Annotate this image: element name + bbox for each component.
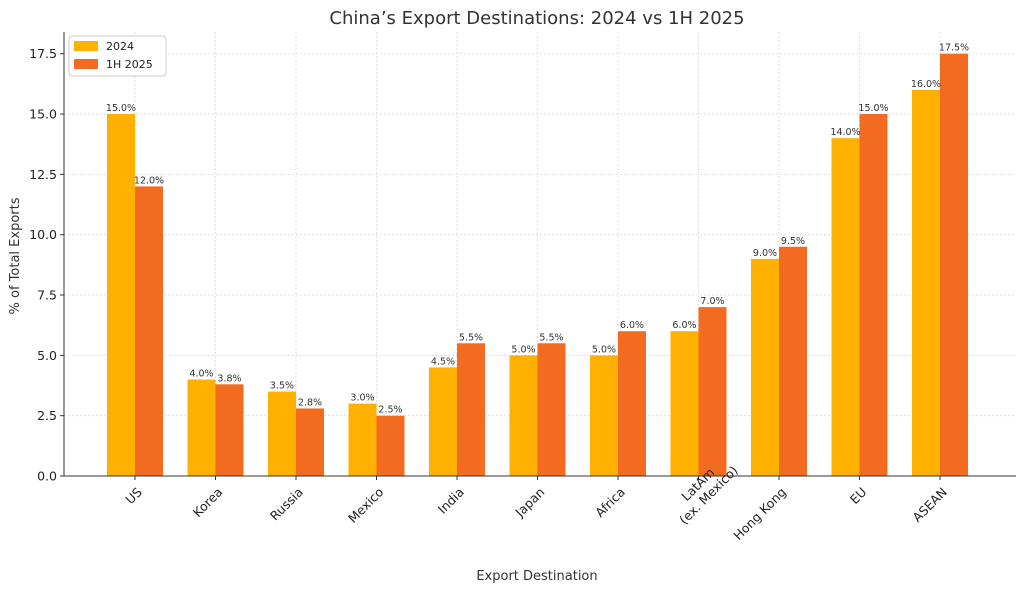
- data-label-0-4: 4.5%: [431, 356, 455, 367]
- data-label-1-3: 2.5%: [378, 405, 402, 416]
- data-label-1-2: 2.8%: [298, 397, 322, 408]
- legend-label-1: 1H 2025: [106, 58, 153, 71]
- bar-1-1: [215, 384, 244, 476]
- y-tick-label-0: 0.0: [37, 469, 57, 484]
- bar-0-6: [590, 355, 618, 476]
- bar-1-0: [135, 186, 163, 476]
- data-label-1-8: 9.5%: [781, 236, 805, 247]
- data-label-0-10: 16.0%: [911, 79, 941, 90]
- bar-0-1: [187, 379, 216, 476]
- data-label-0-5: 5.0%: [511, 344, 535, 355]
- y-tick-labels: 0.0 2.5 5.0 7.5 10.0 12.5 15.0 17.5: [29, 46, 57, 483]
- y-tick-label-1: 2.5: [37, 408, 57, 423]
- bar-1-10: [940, 53, 968, 476]
- bar-1-3: [376, 415, 405, 476]
- bar-1-5: [537, 343, 566, 476]
- bar-0-8: [751, 258, 779, 476]
- data-label-1-7: 7.0%: [700, 296, 724, 307]
- data-label-0-2: 3.5%: [270, 381, 294, 392]
- bar-0-9: [831, 138, 860, 476]
- x-tick-label-line-9-0: EU: [847, 484, 870, 507]
- x-axis-label: Export Destination: [476, 569, 597, 584]
- bars: [107, 53, 968, 477]
- data-label-0-6: 5.0%: [592, 344, 616, 355]
- y-tick-label-6: 15.0: [29, 107, 57, 122]
- data-label-1-5: 5.5%: [539, 332, 563, 343]
- data-label-0-0: 15.0%: [106, 103, 136, 114]
- y-tick-label-5: 12.5: [29, 167, 57, 182]
- data-label-1-9: 15.0%: [858, 103, 888, 114]
- data-label-0-3: 3.0%: [350, 393, 374, 404]
- x-tick-label-6: Africa: [592, 484, 628, 520]
- x-tick-label-line-0-0: US: [122, 484, 145, 507]
- legend-swatch-0: [74, 41, 98, 51]
- y-tick-label-7: 17.5: [29, 46, 57, 61]
- x-tick-label-line-5-0: Japan: [511, 484, 547, 520]
- chart-title: China’s Export Destinations: 2024 vs 1H …: [329, 8, 744, 29]
- x-tick-label-line-10-0: ASEAN: [909, 484, 950, 525]
- bar-0-2: [268, 391, 296, 476]
- data-label-1-6: 6.0%: [620, 320, 644, 331]
- legend: 2024 1H 2025: [68, 35, 167, 77]
- data-label-0-7: 6.0%: [672, 320, 696, 331]
- x-tick-label-0: US: [122, 484, 145, 507]
- y-axis-label: % of Total Exports: [8, 197, 23, 314]
- x-tick-label-line-8-0: Hong Kong: [730, 484, 789, 543]
- x-tick-label-10: ASEAN: [909, 484, 950, 525]
- x-tick-label-line-4-0: India: [435, 484, 467, 516]
- axes: [60, 32, 1016, 480]
- data-labels: 15.0% 4.0% 3.5% 3.0% 4.5% 5.0% 5.0% 6.0% 9.0% 14.…: [106, 43, 969, 416]
- data-label-1-10: 17.5%: [939, 43, 969, 54]
- y-tick-label-3: 7.5: [37, 288, 57, 303]
- data-label-1-1: 3.8%: [217, 373, 241, 384]
- y-tick-label-4: 10.0: [29, 227, 57, 242]
- bar-0-5: [509, 355, 538, 476]
- legend-swatch-1: [74, 59, 98, 69]
- x-tick-label-line-6-0: Africa: [592, 484, 628, 520]
- bar-0-7: [670, 331, 699, 476]
- x-tick-label-8: Hong Kong: [730, 484, 789, 543]
- bar-1-4: [457, 343, 485, 476]
- x-tick-label-5: Japan: [511, 484, 547, 520]
- legend-label-0: 2024: [106, 40, 134, 53]
- x-tick-label-9: EU: [847, 484, 870, 507]
- bar-0-0: [107, 114, 135, 476]
- data-label-0-8: 9.0%: [753, 248, 777, 259]
- bar-1-7: [698, 307, 727, 476]
- x-tick-label-line-2-0: Russia: [267, 484, 306, 523]
- x-tick-label-2: Russia: [267, 484, 306, 523]
- x-tick-label-1: Korea: [190, 484, 226, 520]
- bar-1-6: [618, 331, 646, 476]
- x-tick-label-line-1-0: Korea: [190, 484, 226, 520]
- data-label-0-1: 4.0%: [189, 368, 213, 379]
- data-label-1-0: 12.0%: [134, 175, 164, 186]
- x-tick-label-4: India: [435, 484, 467, 516]
- data-label-0-9: 14.0%: [830, 127, 860, 138]
- data-label-1-4: 5.5%: [459, 332, 483, 343]
- bar-1-2: [296, 408, 324, 476]
- bar-0-3: [348, 403, 377, 476]
- y-tick-label-2: 5.0: [37, 348, 57, 363]
- bar-0-4: [429, 367, 457, 476]
- bar-1-8: [779, 246, 807, 476]
- x-tick-label-line-3-0: Mexico: [345, 484, 386, 525]
- bar-1-9: [859, 114, 888, 476]
- x-tick-label-3: Mexico: [345, 484, 386, 525]
- bar-0-10: [912, 89, 940, 477]
